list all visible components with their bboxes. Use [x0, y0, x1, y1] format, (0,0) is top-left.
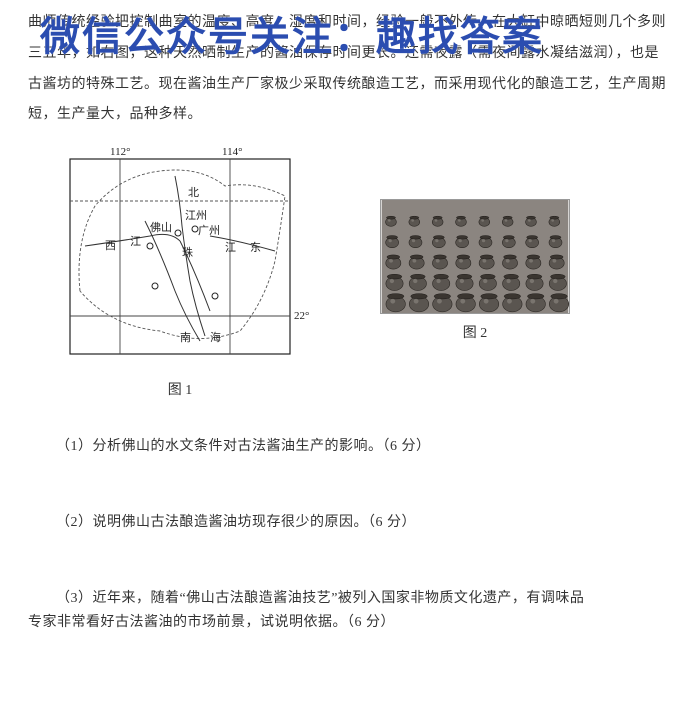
map-figure: 112° 114° 22° [50, 141, 310, 371]
question-3: （3）近年来，随着“佛山古法酿造酱油技艺”被列入国家非物质文化遗产，有调味品 [28, 587, 672, 607]
figure-1-caption: 图 1 [168, 379, 193, 399]
lbl-jiang1: 江 [130, 235, 141, 248]
lbl-jiang2: 江 [225, 241, 236, 254]
lbl-south: 南 [180, 331, 191, 344]
lbl-foshan: 佛山 [150, 221, 172, 234]
figure-1-wrapper: 112° 114° 22° [50, 141, 310, 399]
figure-2-caption: 图 2 [463, 322, 488, 342]
document-body: 曲师传统经验把控制曲室的温度、高度、湿度和时间，经验一般不外传。在大缸中晾晒短则… [0, 0, 700, 639]
lbl-east: 东 [250, 241, 261, 254]
figure-2-wrapper: 图 2 [380, 199, 570, 342]
question-2: （2）说明佛山古法酿造酱油坊现存很少的原因。（6 分） [28, 511, 672, 531]
lon-114: 114° [222, 146, 243, 158]
lbl-zhu: 珠 [182, 245, 193, 259]
pots-photo [380, 199, 570, 314]
question-3-line1: （3）近年来，随着“佛山古法酿造酱油技艺”被列入国家非物质文化遗产，有调味品 [56, 591, 584, 606]
watermark-text: 微信公众号关注：趣找答案 [40, 4, 660, 62]
question-3-line2: 专家非常看好古法酱油的市场前景，试说明依据。（6 分） [28, 611, 672, 631]
lon-112: 112° [110, 146, 131, 158]
lbl-west: 西 [105, 240, 116, 252]
questions-block: （1）分析佛山的水文条件对古法酱油生产的影响。（6 分） （2）说明佛山古法酿造… [28, 435, 672, 631]
lbl-sea: 海 [210, 330, 221, 344]
lbl-north: 北 [188, 186, 199, 199]
figure-row: 112° 114° 22° [50, 141, 672, 399]
question-1: （1）分析佛山的水文条件对古法酱油生产的影响。（6 分） [28, 435, 672, 455]
lat-22: 22° [294, 310, 309, 322]
lbl-guangzhou: 广州 [198, 224, 220, 237]
lbl-jiangzhou: 江州 [185, 209, 207, 222]
